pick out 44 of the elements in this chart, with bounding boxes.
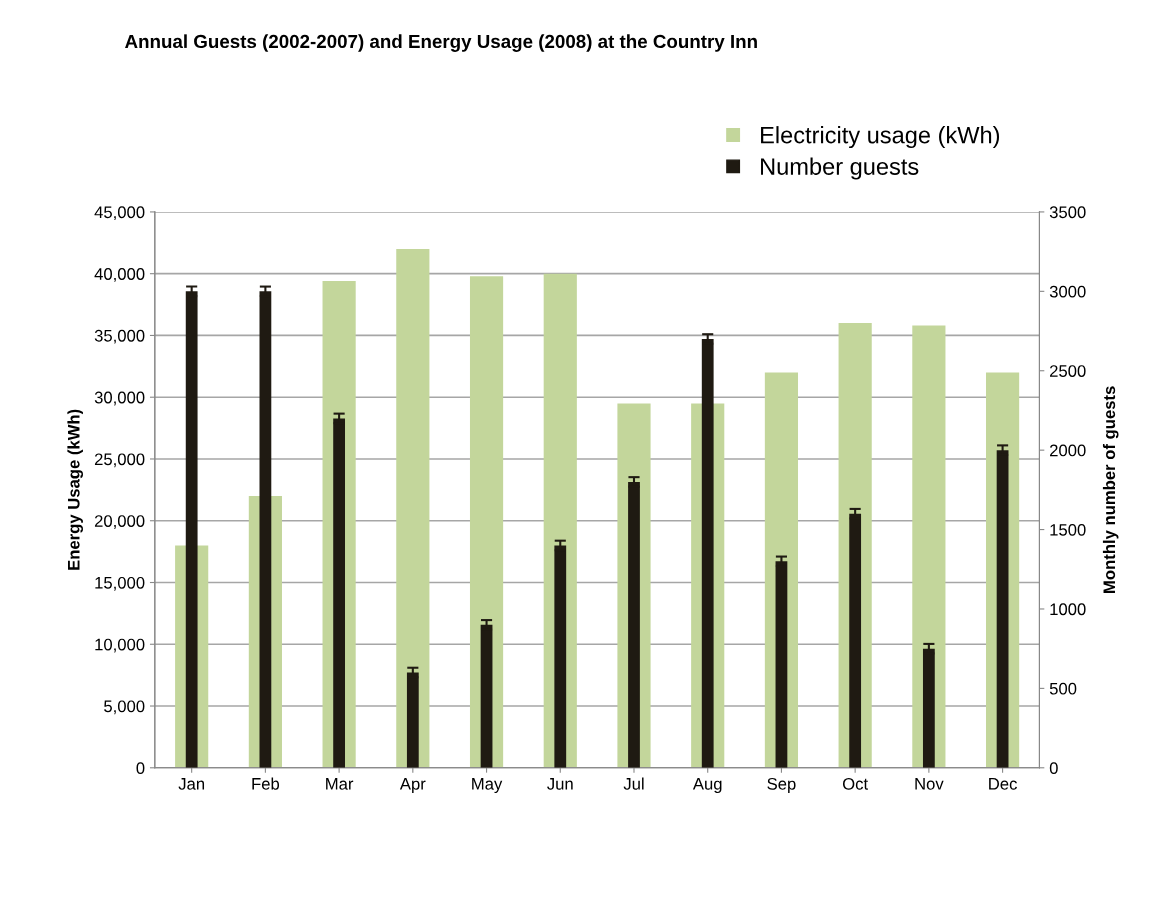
x-tick-label: Aug: [692, 778, 722, 794]
y-tick-label: 10,000: [95, 638, 145, 653]
y2-tick-label: 3000: [1049, 285, 1086, 298]
legend-label: Number guests: [761, 157, 919, 180]
y2-tick-label: 2000: [1050, 444, 1086, 457]
y-tick-label: 40,000: [94, 268, 145, 282]
y2-tick-label: 1500: [1050, 523, 1086, 536]
bar: [396, 248, 430, 768]
y-axis-title: Energy Usage (kWh): [67, 409, 84, 570]
chart-title: Annual Guests (2002-2007) and Energy Usage (2008) at the Country Inn: [125, 34, 757, 52]
y-tick-label: 20,000: [94, 515, 145, 529]
bar: [912, 325, 946, 768]
y2-tick-label: 1000: [1050, 603, 1086, 616]
bar: [406, 672, 419, 768]
bar: [554, 545, 567, 768]
x-tick-label: Feb: [252, 777, 280, 790]
y2-tick-label: 3500: [1049, 206, 1086, 219]
y2-tick-label: 0: [1049, 762, 1058, 774]
y2-axis-title: Monthly number of guests: [1102, 386, 1119, 593]
bar: [333, 418, 346, 768]
x-tick-label: Sep: [767, 777, 796, 794]
bar: [775, 561, 788, 768]
bar: [922, 648, 935, 768]
x-tick-label: Jan: [178, 778, 205, 790]
y-tick-label: 5,000: [104, 700, 145, 715]
y2-tick-label: 500: [1049, 682, 1077, 695]
x-tick-label: Jul: [623, 777, 644, 790]
x-tick-label: Nov: [915, 778, 944, 790]
y-tick-label: 15,000: [95, 576, 145, 591]
bar: [480, 624, 493, 768]
y-tick-label: 45,000: [94, 206, 145, 221]
y-tick-label: 35,000: [94, 329, 145, 344]
y-tick-label: 30,000: [94, 391, 145, 406]
bar: [849, 513, 862, 768]
x-tick-label: Apr: [399, 778, 426, 794]
legend-label: Electricity usage (kWh): [761, 126, 1000, 149]
y2-tick-label: 2500: [1050, 365, 1086, 377]
y-tick-label: 0: [136, 762, 145, 774]
y-tick-label: 25,000: [94, 453, 145, 468]
x-tick-label: Jun: [547, 778, 573, 790]
x-tick-label: Dec: [989, 778, 1017, 790]
x-tick-label: Mar: [326, 778, 354, 790]
x-tick-label: May: [472, 778, 503, 794]
x-tick-label: Oct: [842, 777, 868, 790]
